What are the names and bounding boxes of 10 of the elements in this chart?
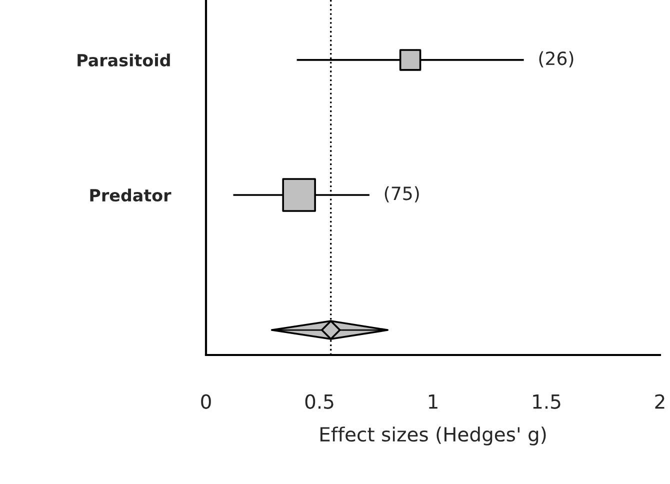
x-tick-label: 1 <box>428 394 438 409</box>
y-tick-label: Parasitoid <box>78 54 170 67</box>
annotation: (26) <box>539 51 574 68</box>
x-tick-label: 1.5 <box>533 394 560 409</box>
y-tick-label: Predator <box>90 188 172 202</box>
x-axis-title: Effect sizes (Hedges' g) <box>320 426 546 446</box>
x-tick-label: 2 <box>655 394 664 409</box>
x-tick-label: 0 <box>201 394 211 409</box>
annotation: (75) <box>384 186 419 202</box>
x-tick-label: 0.5 <box>305 394 334 409</box>
